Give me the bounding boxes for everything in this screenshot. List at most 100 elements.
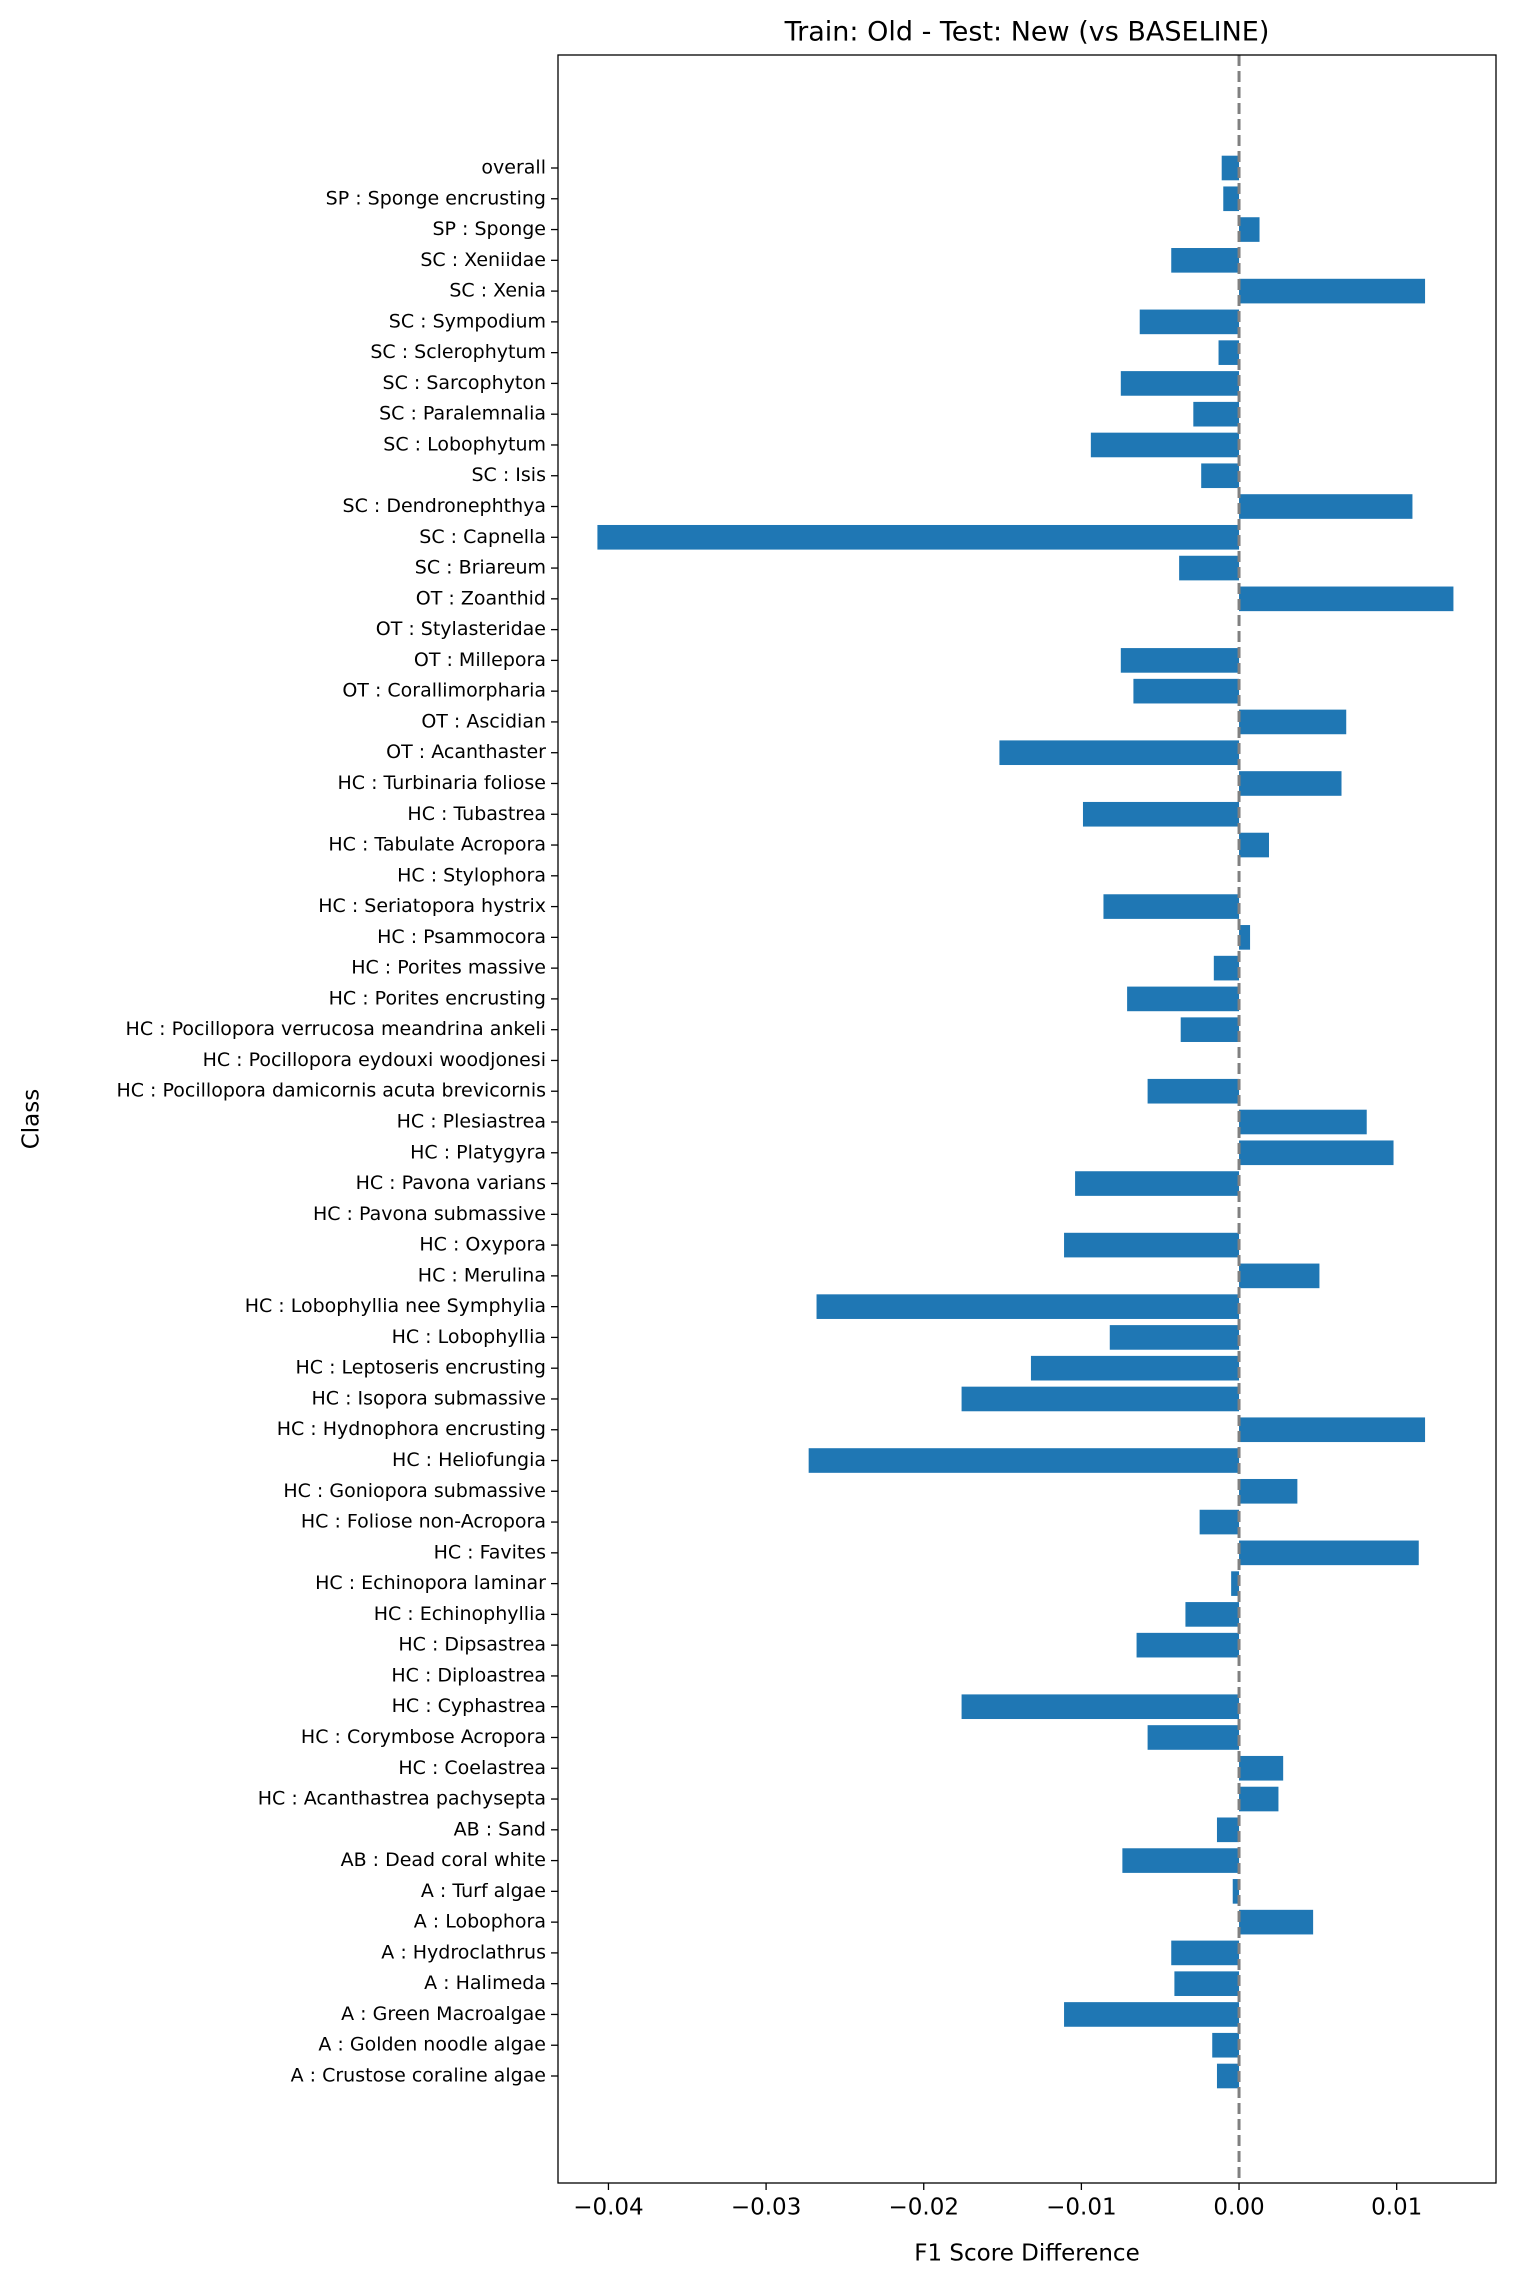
bar [1075, 1171, 1240, 1196]
bar [1213, 955, 1240, 981]
bar [1147, 1078, 1240, 1104]
bar [1185, 1602, 1240, 1627]
y-tick-label: AB : Sand [454, 1818, 546, 1840]
x-tick-label: 0.00 [1213, 2195, 1264, 2221]
y-tick-label: SC : Xenia [449, 280, 546, 302]
y-tick-label: SP : Sponge [432, 218, 546, 240]
y-tick-label: HC : Merulina [418, 1264, 546, 1286]
bar [1223, 186, 1240, 212]
x-tick-label: −0.04 [573, 2195, 643, 2221]
bar [1180, 1017, 1240, 1042]
y-tick-label: HC : Seriatopora hystrix [318, 895, 546, 917]
bar [1239, 832, 1269, 858]
bar [1090, 432, 1240, 458]
bar [1136, 1632, 1240, 1658]
y-tick-label: HC : Porites massive [351, 957, 546, 979]
y-tick-label: SC : Paralemnalia [379, 403, 546, 425]
y-tick-label: SC : Sclerophytum [370, 341, 546, 363]
bar [1201, 463, 1240, 489]
bar [597, 524, 1240, 550]
bar [1212, 2032, 1240, 2058]
y-tick-label: HC : Stylophora [397, 864, 546, 886]
y-tick-label: HC : Porites encrusting [329, 987, 546, 1009]
bar [1179, 555, 1240, 581]
y-tick-label: HC : Diploastrea [391, 1664, 546, 1686]
y-tick-label: SC : Briareum [415, 557, 546, 579]
bar [1171, 1940, 1240, 1966]
y-tick-label: HC : Favites [434, 1541, 546, 1563]
y-tick-label: OT : Corallimorpharia [342, 680, 546, 702]
y-tick-label: HC : Pavona submassive [313, 1203, 546, 1225]
y-tick-label: HC : Echinophyllia [374, 1603, 546, 1625]
x-tick-label: 0.01 [1371, 2195, 1422, 2221]
x-tick-label: −0.03 [731, 2195, 801, 2221]
y-tick-label: OT : Zoanthid [416, 587, 546, 609]
y-axis-label: Class [19, 1089, 45, 1150]
bar [1147, 1725, 1240, 1750]
bar [1239, 1909, 1314, 1935]
y-tick-label: HC : Heliofungia [392, 1449, 546, 1471]
bar [1239, 771, 1342, 796]
y-tick-label: HC : Tubastrea [407, 803, 546, 825]
y-tick-label: HC : Goniopora submassive [283, 1480, 546, 1502]
y-tick-label: A : Lobophora [414, 1911, 546, 1933]
y-tick-label: SC : Capnella [419, 526, 546, 548]
y-tick-label: overall [481, 157, 546, 179]
y-tick-label: HC : Pocillopora verrucosa meandrina ank… [126, 1018, 546, 1040]
bar [1239, 586, 1454, 612]
bar [808, 1448, 1240, 1473]
bar [1120, 648, 1240, 673]
bar [1199, 1509, 1240, 1535]
y-tick-label: SC : Xeniidae [420, 249, 546, 271]
y-tick-label: HC : Cyphastrea [392, 1695, 546, 1717]
y-tick-label: HC : Coelastrea [398, 1757, 546, 1779]
y-tick-label: HC : Tabulate Acropora [328, 834, 546, 856]
bar [1109, 1325, 1240, 1350]
bar [1082, 801, 1240, 827]
bar [1103, 894, 1240, 919]
bar [1133, 678, 1240, 704]
y-tick-label: HC : Plesiastrea [397, 1111, 546, 1133]
bar [999, 740, 1240, 766]
y-tick-label: SC : Lobophytum [383, 433, 546, 455]
bar [1239, 217, 1260, 242]
chart-title: Train: Old - Test: New (vs BASELINE) [784, 17, 1270, 48]
y-tick-label: OT : Millepora [414, 649, 546, 671]
bar [1216, 1817, 1240, 1843]
y-tick-label: A : Crustose coraline algae [291, 2065, 546, 2087]
bar [1239, 709, 1347, 735]
y-tick-label: HC : Dipsastrea [398, 1634, 546, 1656]
bar [1239, 1755, 1284, 1781]
bar [1122, 1848, 1240, 1873]
bar [1232, 1879, 1240, 1904]
y-tick-label: SC : Sympodium [389, 310, 546, 332]
bar [1239, 278, 1426, 304]
y-tick-label: HC : Lobophyllia nee Symphylia [245, 1295, 546, 1317]
bar [1064, 1232, 1240, 1258]
bar [1139, 309, 1240, 335]
x-tick-label: −0.02 [888, 2195, 958, 2221]
y-tick-label: HC : Oxypora [419, 1234, 546, 1256]
y-tick-label: SC : Dendronephthya [343, 495, 546, 517]
y-tick-label: OT : Ascidian [421, 710, 546, 732]
bar [1239, 1417, 1426, 1443]
bar [1239, 925, 1251, 950]
bar [1216, 2063, 1240, 2089]
y-tick-label: HC : Isopora submassive [311, 1387, 546, 1409]
y-tick-label: A : Turf algae [421, 1880, 546, 1902]
bar [816, 1294, 1240, 1319]
y-tick-label: HC : Acanthastrea pachysepta [258, 1788, 546, 1810]
y-tick-label: SP : Sponge encrusting [326, 187, 546, 209]
bar [1171, 248, 1240, 273]
y-tick-label: HC : Corymbose Acropora [301, 1726, 546, 1748]
bar [1239, 1109, 1367, 1135]
y-tick-label: HC : Pocillopora eydouxi woodjonesi [203, 1049, 546, 1071]
bar [1239, 1786, 1279, 1812]
plot-frame [557, 54, 1497, 2184]
y-tick-label: A : Golden noodle algae [318, 2034, 546, 2056]
bar [961, 1694, 1240, 1720]
x-axis-label: F1 Score Difference [914, 2241, 1139, 2267]
bar [1193, 401, 1240, 427]
y-tick-label: HC : Turbinaria foliose [338, 772, 547, 794]
